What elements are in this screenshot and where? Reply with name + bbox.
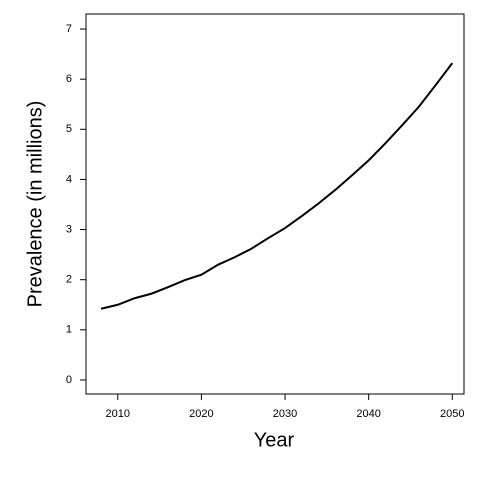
y-tick-label: 1	[66, 324, 72, 336]
y-tick-label: 2	[66, 274, 72, 286]
x-tick-label: 2020	[189, 408, 213, 420]
y-tick-label: 5	[66, 123, 72, 135]
x-tick-label: 2050	[440, 408, 464, 420]
line	[100, 62, 454, 310]
y-tick-label: 3	[66, 223, 72, 235]
y-tick-label: 7	[66, 23, 72, 35]
plot-frame	[85, 13, 465, 395]
x-tick-label: 2040	[356, 408, 380, 420]
x-tick-label: 2030	[273, 408, 297, 420]
y-tick-label: 4	[66, 173, 72, 185]
y-tick-label: 0	[66, 374, 72, 386]
x-axis-title: Year	[254, 429, 295, 451]
y-tick-label: 6	[66, 73, 72, 85]
y-axis-title: Prevalence (in millions)	[24, 101, 46, 308]
x-tick-label: 2010	[106, 408, 130, 420]
